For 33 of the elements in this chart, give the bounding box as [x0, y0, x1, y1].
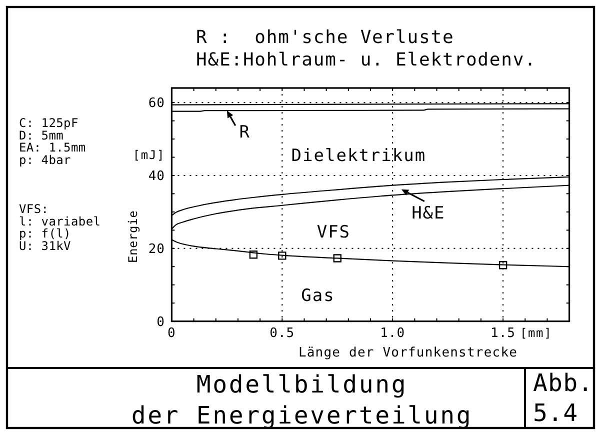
y-axis-title: Energie — [126, 210, 140, 264]
annotation: Gas — [301, 286, 335, 306]
point — [498, 261, 508, 270]
y-tick-label: 20 — [148, 242, 165, 257]
x-tick-label: 0 — [168, 326, 176, 341]
annotation: H&E — [412, 203, 446, 224]
text: R : ohm'sche Verluste — [196, 27, 454, 48]
text: p: f(l) — [19, 226, 71, 241]
text: C: 125pF — [19, 116, 78, 130]
y-tick-label: 40 — [148, 169, 165, 184]
x-tick-label: 0.5 — [270, 326, 295, 341]
text: [mJ] — [132, 148, 165, 162]
y-tick-label: 0 — [156, 314, 165, 330]
text: l: variabel — [19, 214, 101, 228]
text: [mm] — [520, 326, 552, 340]
y-tick-label: 60 — [148, 96, 165, 112]
annotation: VFS — [316, 222, 351, 243]
annotation: Dielektrikum — [291, 146, 426, 166]
x-tick-label: 1.5 — [490, 326, 516, 341]
x-axis-title: Länge der Vorfunkenstrecke — [298, 345, 518, 360]
text: EA: 1.5mm — [19, 140, 86, 155]
text: H&E:Hohlraum- u. Elektrodenv. — [196, 49, 536, 70]
text: D: 5mm — [19, 128, 64, 142]
annotation: R — [239, 122, 251, 143]
point — [249, 250, 258, 259]
caption: Abb. 5.4 — [533, 369, 594, 427]
text: U: 31kV — [19, 239, 71, 253]
x-tick-label: 1.0 — [380, 326, 406, 341]
text: VFS: — [19, 202, 49, 216]
point — [333, 254, 342, 262]
point — [278, 252, 286, 260]
text: Modellbildung der Energieverteilung — [131, 370, 473, 430]
text: p: 4bar — [19, 152, 71, 167]
